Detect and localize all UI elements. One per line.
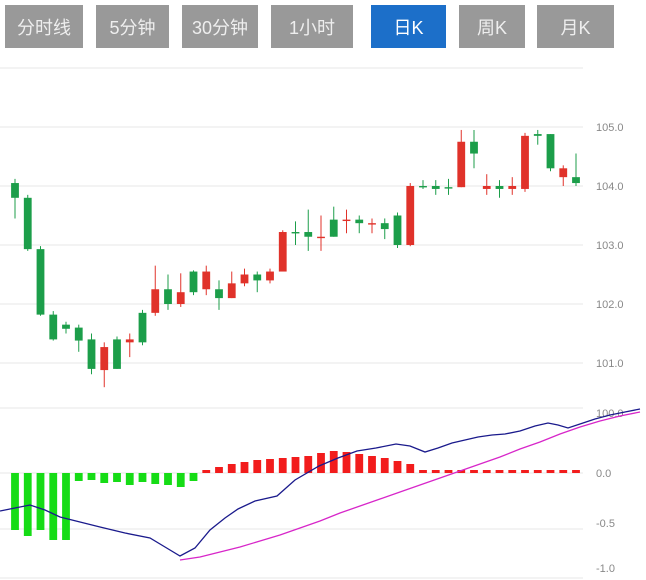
svg-text:-1.0: -1.0 xyxy=(596,563,615,575)
svg-text:0.0: 0.0 xyxy=(596,468,611,480)
svg-text:104.0: 104.0 xyxy=(596,181,624,193)
svg-text:105.0: 105.0 xyxy=(596,122,624,134)
svg-text:101.0: 101.0 xyxy=(596,358,624,370)
svg-text:103.0: 103.0 xyxy=(596,240,624,252)
svg-text:102.0: 102.0 xyxy=(596,299,624,311)
svg-text:-0.5: -0.5 xyxy=(596,518,615,530)
